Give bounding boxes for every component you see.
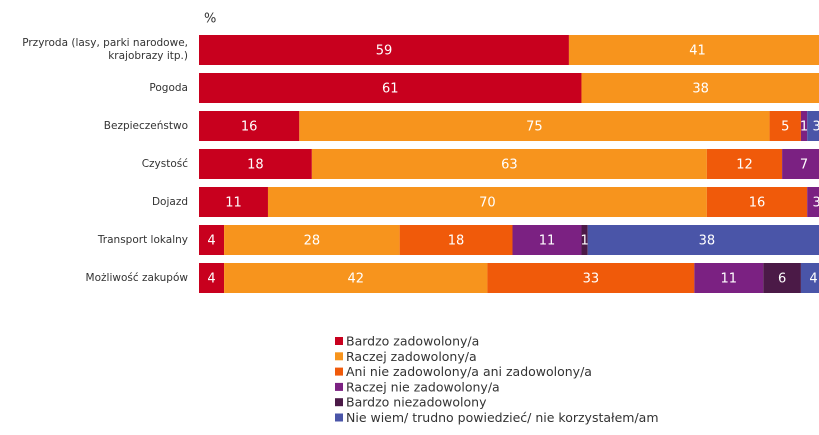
data-label: 1 [800,120,808,135]
data-label: 3 [812,120,819,135]
bar-segment [224,263,488,293]
legend-swatch [335,337,343,345]
bar-segment [807,187,819,217]
bar-segment [199,111,300,141]
bar-segment [807,111,819,141]
data-label: 42 [347,272,364,287]
bar-segment [512,225,582,255]
data-label: 4 [207,234,215,249]
data-label: 3 [812,196,819,211]
legend-label: Bardzo niezadowolony [346,395,487,410]
bar-segment [267,187,707,217]
bar-segment [199,149,312,179]
bar-segment [706,149,783,179]
bar-segment [199,73,582,103]
legend-swatch [335,398,343,407]
bar-segment [399,225,513,255]
bar-segment [299,111,770,141]
data-label: 61 [382,82,399,97]
legend-label: Ani nie zadowolony/a ani zadowolony/a [346,364,592,379]
data-label: 38 [699,234,716,249]
bar-segment [199,187,268,217]
data-label: 70 [479,196,496,211]
legend-swatch [335,367,343,376]
bar-segment [224,225,400,255]
data-label: 7 [800,158,808,173]
bar-segment [581,225,588,255]
bar-segment [199,225,225,255]
data-label: 11 [539,234,556,249]
data-label: 38 [692,82,709,97]
bar-segment [800,111,808,141]
y-tick-label: Pogoda [149,81,188,94]
data-label: 4 [809,272,817,287]
legend-label: Nie wiem/ trudno powiedzieć/ nie korzyst… [346,410,659,425]
data-label: 6 [778,272,786,287]
data-label: 11 [721,272,738,287]
y-tick-label: Przyroda (lasy, parki narodowe, krajobra… [22,37,188,62]
data-label: 18 [448,234,465,249]
y-tick-label: Dojazd [151,195,188,208]
data-label: 28 [304,234,321,249]
data-label: 4 [207,272,215,287]
legend-swatch [335,382,343,391]
data-label: 59 [376,44,393,59]
bar-segment [311,149,707,179]
data-label: 41 [689,44,706,59]
data-label: 16 [749,196,766,211]
data-label: 1 [580,234,588,249]
legend-swatch [335,413,343,422]
bar-segment [568,35,819,65]
data-label: 75 [526,120,543,135]
data-label: 12 [736,158,753,173]
legend-label: Raczej zadowolony/a [346,349,477,364]
legend-label: Bardzo zadowolony/a [346,334,479,349]
bar-segment [763,263,801,293]
bar-segment [199,35,569,65]
bar-segment [769,111,801,141]
data-label: 33 [583,272,600,287]
legend-swatch [335,352,343,361]
bar-segment [800,263,819,293]
data-label: 5 [781,120,789,135]
data-label: 18 [247,158,264,173]
bar-segment [782,149,819,179]
legend-label: Raczej nie zadowolony/a [346,379,500,394]
data-label: 16 [241,120,258,135]
bar-segment [581,73,819,103]
data-label: 63 [501,158,518,173]
bar-segment [694,263,764,293]
y-tick-label: Czystość [141,157,188,170]
bar-segment [706,187,808,217]
bar-segment [587,225,819,255]
y-tick-label: Możliwość zakupów [85,271,188,284]
x-axis-label: % [204,12,216,27]
y-tick-label: Bezpieczeństwo [103,119,188,132]
data-label: 11 [225,196,242,211]
bar-segment [199,263,225,293]
bar-segment [487,263,695,293]
y-tick-label: Transport lokalny [97,233,188,246]
